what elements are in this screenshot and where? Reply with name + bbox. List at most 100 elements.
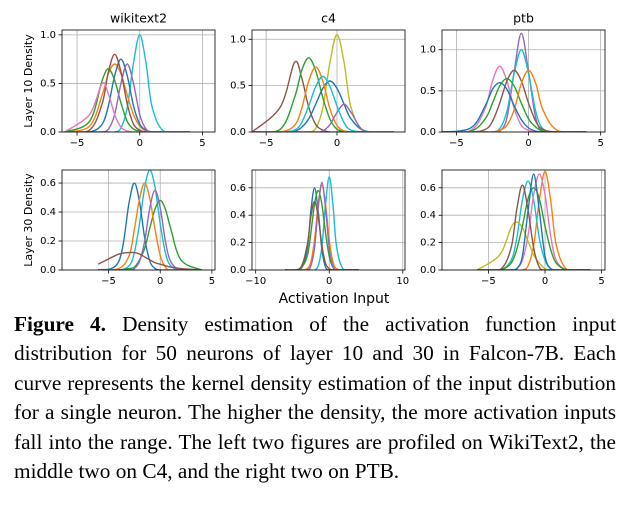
density-curve	[442, 81, 587, 132]
y-tick-label: 0.6	[420, 183, 436, 194]
panel-title: wikitext2	[110, 11, 167, 26]
density-curve	[98, 199, 202, 270]
y-tick-label: 0.0	[40, 265, 56, 276]
density-curve	[98, 189, 202, 270]
density-curve	[477, 184, 591, 270]
density-curve	[64, 68, 190, 132]
density-curve	[64, 53, 190, 132]
y-tick-label: 0.0	[420, 127, 436, 138]
x-axis-label: Activation Input	[279, 291, 390, 307]
density-curve	[252, 33, 394, 132]
plot-frame	[61, 169, 216, 271]
y-tick-label: 0.5	[40, 78, 56, 89]
density-curve	[476, 221, 591, 270]
x-tick-label: −5	[259, 138, 274, 149]
density-curve	[97, 182, 202, 270]
density-curve	[98, 170, 202, 270]
figure: Activation Input −5 0 5 0.0 0.5 1.0 wikitext2 L…	[22, 11, 606, 307]
y-tick-label: 1.0	[420, 45, 436, 56]
density-curve	[477, 170, 591, 270]
y-tick-label: 0.0	[40, 127, 56, 138]
density-curve	[442, 77, 587, 132]
panel: −10 0 10 0.0 0.2 0.4 0.6	[230, 169, 409, 287]
y-tick-label: 0.4	[230, 210, 246, 221]
curves	[252, 33, 394, 132]
x-tick-label: 5	[597, 138, 603, 149]
density-curve	[477, 173, 591, 270]
x-tick-label: 5	[199, 138, 205, 149]
density-curve	[252, 66, 394, 132]
panel-title: ptb	[513, 11, 534, 26]
plot-frame	[251, 29, 406, 133]
y-tick-label: 0.4	[40, 207, 56, 218]
density-curve	[64, 58, 190, 132]
density-curve	[285, 181, 359, 270]
density-curve	[285, 184, 359, 270]
density-curve	[285, 176, 359, 270]
y-axis-label: Layer 30 Density	[22, 173, 35, 267]
panel: −5 0 0.0 0.5 1.0 c4	[230, 11, 406, 149]
x-tick-label: 0	[157, 276, 163, 287]
density-curve	[98, 182, 202, 270]
x-tick-label: 0	[334, 138, 340, 149]
density-curve	[285, 200, 359, 270]
y-tick-label: 1.0	[40, 30, 56, 41]
density-curve	[477, 180, 591, 270]
y-tick-label: 0.2	[420, 238, 436, 249]
density-curve	[252, 75, 394, 132]
density-curve	[252, 57, 394, 132]
x-tick-label: 0	[326, 276, 332, 287]
curves	[476, 170, 591, 270]
y-tick-label: 0.0	[230, 265, 246, 276]
density-curve	[477, 187, 591, 270]
x-tick-label: 5	[598, 276, 604, 287]
x-tick-label: 10	[396, 276, 409, 287]
x-tick-label: −10	[245, 276, 266, 287]
x-tick-label: 0	[525, 138, 531, 149]
y-tick-label: 0.2	[230, 238, 246, 249]
y-tick-label: 0.0	[420, 265, 436, 276]
panel: −5 0 5 0.0 0.5 1.0 ptb	[420, 11, 606, 149]
y-tick-label: 0.4	[420, 210, 436, 221]
plot-frame	[61, 29, 216, 133]
density-curve	[252, 103, 394, 132]
density-curve	[477, 173, 591, 270]
y-tick-label: 1.0	[230, 34, 246, 45]
density-curve	[252, 80, 394, 132]
density-curve	[64, 63, 190, 132]
x-tick-label: −5	[449, 138, 464, 149]
y-tick-label: 0.6	[40, 178, 56, 189]
y-tick-label: 0.2	[40, 236, 56, 247]
density-curve	[64, 34, 190, 132]
y-tick-label: 0.5	[230, 81, 246, 92]
x-tick-label: −5	[481, 276, 496, 287]
density-curve	[252, 60, 394, 132]
density-curve	[442, 32, 587, 132]
density-curve	[442, 69, 587, 132]
x-tick-label: −5	[101, 276, 116, 287]
curves	[442, 32, 587, 132]
x-tick-label: 0	[542, 276, 548, 287]
density-curve	[442, 69, 587, 132]
caption-label: Figure 4.	[14, 312, 106, 336]
panel: −5 0 5 0.0 0.2 0.4 0.6	[420, 169, 606, 287]
caption-text: Density estimation of the activation fun…	[14, 312, 616, 484]
panel-title: c4	[321, 11, 336, 26]
x-tick-label: 0	[137, 138, 143, 149]
curves	[97, 170, 202, 270]
y-tick-label: 0.0	[230, 127, 246, 138]
x-tick-label: −5	[70, 138, 85, 149]
curves	[285, 176, 359, 270]
x-tick-label: 5	[209, 276, 215, 287]
plot-frame	[441, 29, 606, 133]
curves	[64, 34, 190, 132]
panel: −5 0 5 0.0 0.2 0.4 0.6 Layer 30 Density	[22, 169, 216, 287]
y-tick-label: 0.5	[420, 86, 436, 97]
density-curve	[64, 81, 190, 132]
panel: −5 0 5 0.0 0.5 1.0 wikitext2 Layer 10 Density	[22, 11, 216, 149]
y-axis-label: Layer 10 Density	[22, 34, 35, 128]
plot-frame	[251, 169, 406, 271]
plot-frame	[441, 169, 606, 271]
y-tick-label: 0.6	[230, 183, 246, 194]
